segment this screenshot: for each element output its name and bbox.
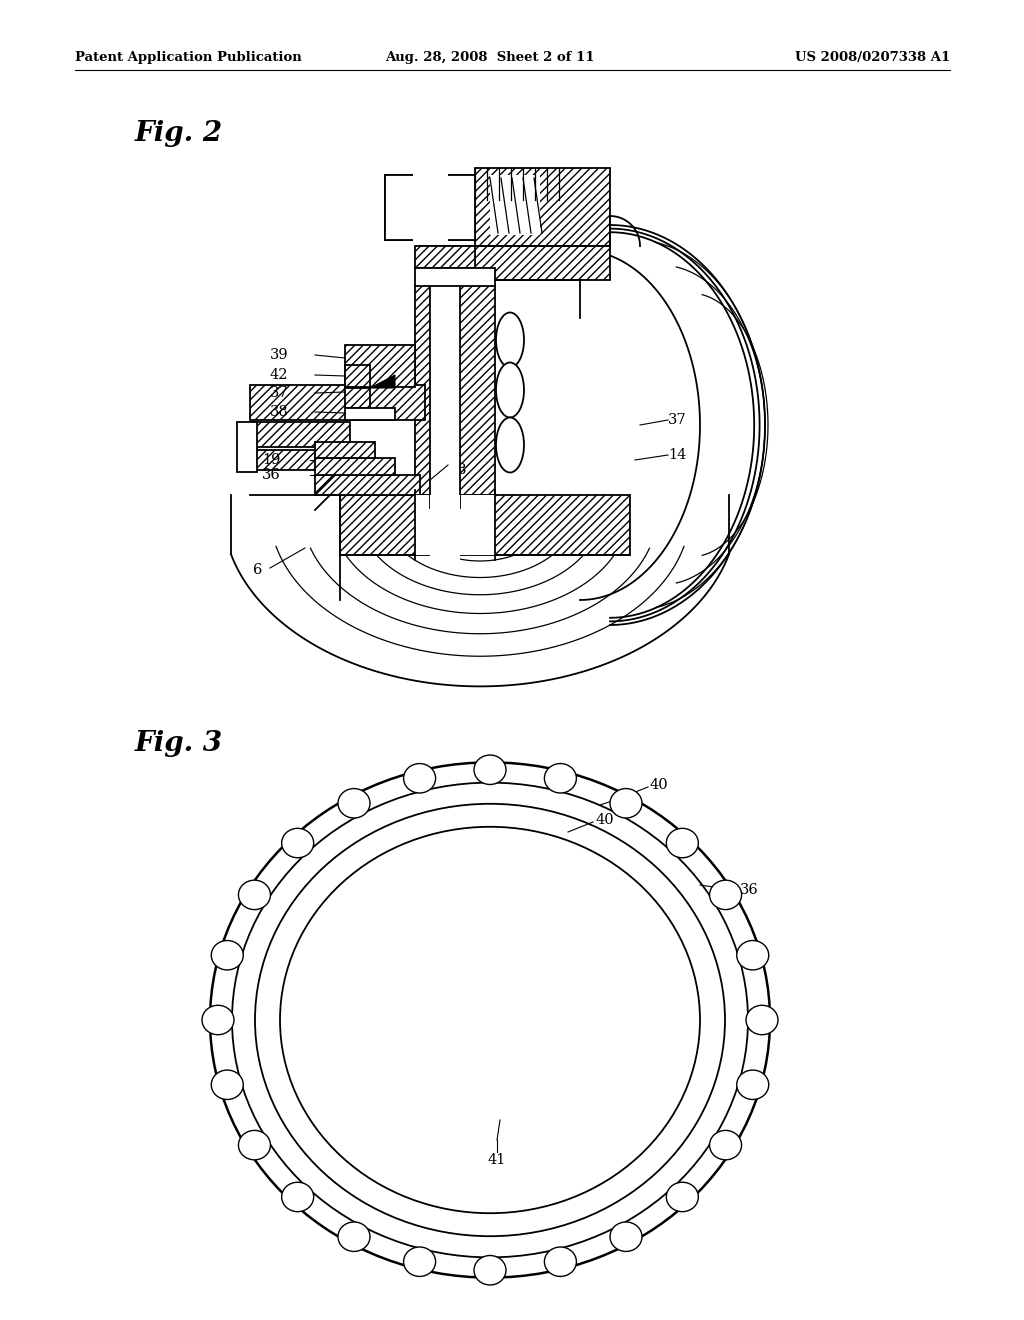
Ellipse shape [474,1255,506,1284]
Ellipse shape [338,1222,370,1251]
Text: 40: 40 [650,777,669,792]
Text: 37: 37 [270,385,289,400]
Ellipse shape [496,417,524,473]
Text: 36: 36 [262,469,281,482]
Ellipse shape [496,363,524,417]
Text: 42: 42 [270,368,289,381]
Bar [345,408,395,420]
Bar [315,442,375,458]
Text: 19: 19 [262,453,281,467]
Bar [250,422,350,447]
Text: Fig. 3: Fig. 3 [135,730,223,756]
Text: 40: 40 [595,813,613,828]
Bar [415,246,475,268]
Text: Patent Application Publication: Patent Application Publication [75,51,302,65]
Ellipse shape [280,826,700,1213]
Bar [475,168,610,246]
Ellipse shape [239,1130,270,1160]
Bar [420,246,610,280]
Ellipse shape [736,1071,769,1100]
Bar [385,176,475,240]
Text: Fig. 2: Fig. 2 [135,120,223,147]
Bar [250,385,425,420]
Bar [315,475,420,495]
Ellipse shape [496,313,524,367]
Bar [475,168,610,246]
Ellipse shape [403,763,435,793]
Text: 39: 39 [270,348,289,362]
Bar [413,170,449,246]
Ellipse shape [610,1222,642,1251]
Text: 38: 38 [270,405,289,418]
Bar [250,450,335,470]
Bar [490,176,540,235]
Ellipse shape [667,829,698,858]
Ellipse shape [667,1183,698,1212]
Text: 14: 14 [668,447,686,462]
Bar [315,475,420,495]
Bar [315,442,375,458]
Text: 36: 36 [740,883,759,898]
Bar [415,495,495,554]
Bar [345,366,370,387]
Bar [315,458,395,475]
Ellipse shape [545,763,577,793]
Ellipse shape [710,880,741,909]
Ellipse shape [474,755,506,784]
Bar [250,422,350,447]
Ellipse shape [710,1130,741,1160]
Bar [415,268,495,286]
Bar [430,495,460,560]
Text: 41: 41 [487,1152,506,1167]
Bar [340,495,630,554]
Bar [415,285,495,495]
Ellipse shape [610,788,642,818]
Ellipse shape [210,763,770,1278]
Bar [420,246,610,280]
Bar [430,279,460,508]
Bar [340,495,630,554]
Text: Aug. 28, 2008  Sheet 2 of 11: Aug. 28, 2008 Sheet 2 of 11 [385,51,595,65]
Bar [250,450,335,470]
Bar [345,366,370,387]
Ellipse shape [239,880,270,909]
Bar [385,176,475,240]
Text: 37: 37 [668,413,687,426]
Ellipse shape [282,829,313,858]
Ellipse shape [746,1006,778,1035]
Ellipse shape [211,1071,244,1100]
Text: 6: 6 [253,564,262,577]
Ellipse shape [232,783,748,1258]
Text: US 2008/0207338 A1: US 2008/0207338 A1 [795,51,950,65]
Bar [345,345,415,387]
Ellipse shape [338,788,370,818]
Bar [385,176,475,240]
Ellipse shape [282,1183,313,1212]
Text: 18: 18 [449,463,467,477]
Bar [315,458,395,475]
Bar [250,385,425,420]
Bar [345,388,370,408]
Bar [415,285,495,495]
Ellipse shape [211,941,244,970]
Ellipse shape [736,941,769,970]
Polygon shape [370,375,395,388]
Bar [237,422,257,473]
Ellipse shape [403,1247,435,1276]
Bar [415,246,475,268]
Ellipse shape [255,804,725,1237]
Bar [345,345,415,387]
Ellipse shape [202,1006,234,1035]
Ellipse shape [545,1247,577,1276]
Bar [345,388,370,408]
